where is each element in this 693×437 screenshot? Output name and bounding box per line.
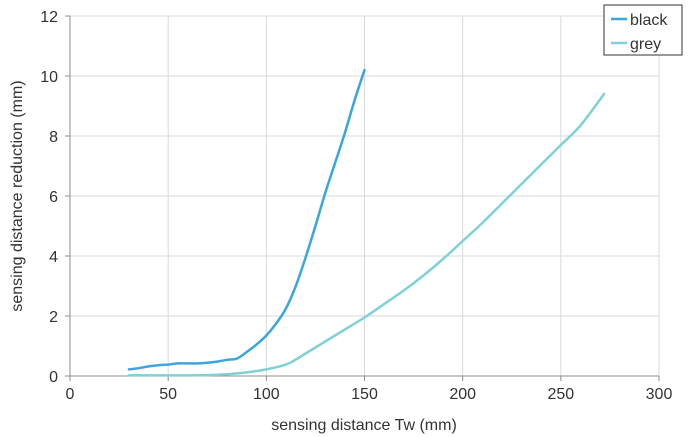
x-tick-label: 0 (66, 386, 75, 403)
y-tick-label: 8 (49, 129, 58, 146)
legend-label-black: black (630, 12, 668, 29)
x-tick-label: 150 (351, 386, 378, 403)
y-axis-title: sensing distance reduction (mm) (9, 80, 26, 311)
x-tick-label: 200 (449, 386, 476, 403)
y-tick-label: 2 (49, 309, 58, 326)
y-tick-label: 10 (40, 69, 58, 86)
y-tick-label: 12 (40, 9, 58, 26)
legend: black grey (603, 4, 683, 56)
x-tick-label: 100 (253, 386, 280, 403)
axes (65, 15, 660, 381)
y-tick-label: 4 (49, 249, 58, 266)
x-tick-label: 300 (646, 386, 673, 403)
series-layer (127, 68, 606, 377)
x-tick-label: 250 (547, 386, 574, 403)
x-axis-title: sensing distance Tw (mm) (271, 417, 457, 434)
grid (70, 15, 660, 376)
series-line-grey (127, 92, 606, 377)
series-line-black (127, 68, 366, 371)
y-tick-label: 6 (49, 189, 58, 206)
legend-label-grey: grey (630, 36, 661, 53)
tick-labels: 0 50 100 150 200 250 300 0 2 4 6 8 10 12 (40, 9, 672, 403)
x-tick-label: 50 (159, 386, 177, 403)
y-tick-label: 0 (49, 369, 58, 386)
legend-box (603, 4, 683, 56)
